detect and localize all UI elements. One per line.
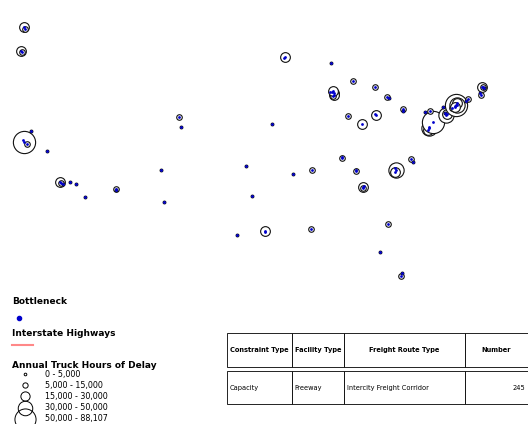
Text: Annual Truck Hours of Delay: Annual Truck Hours of Delay [12,361,157,370]
Text: Freeway: Freeway [295,385,322,391]
Text: Interstate Highways: Interstate Highways [12,329,116,338]
Text: 245: 245 [512,385,525,391]
Bar [344,371,465,404]
Text: Capacity: Capacity [230,385,259,391]
Text: Bottleneck: Bottleneck [12,296,67,306]
Bar [292,371,344,404]
Text: 30,000 - 50,000: 30,000 - 50,000 [45,403,108,412]
Text: Constraint Type: Constraint Type [230,347,289,353]
Text: 5,000 - 15,000: 5,000 - 15,000 [45,381,103,390]
Text: 15,000 - 30,000: 15,000 - 30,000 [45,392,108,401]
Bar [227,333,292,367]
Text: Intercity Freight Corridor: Intercity Freight Corridor [347,385,429,391]
Text: 50,000 - 88,107: 50,000 - 88,107 [45,414,108,423]
Bar [227,371,292,404]
Text: Freight Route Type: Freight Route Type [370,347,440,353]
Bar [465,371,528,404]
Text: Number: Number [482,347,511,353]
Bar [292,333,344,367]
Text: 0 - 5,000: 0 - 5,000 [45,370,80,379]
Bar [344,333,465,367]
Bar [465,333,528,367]
Text: Facility Type: Facility Type [295,347,341,353]
